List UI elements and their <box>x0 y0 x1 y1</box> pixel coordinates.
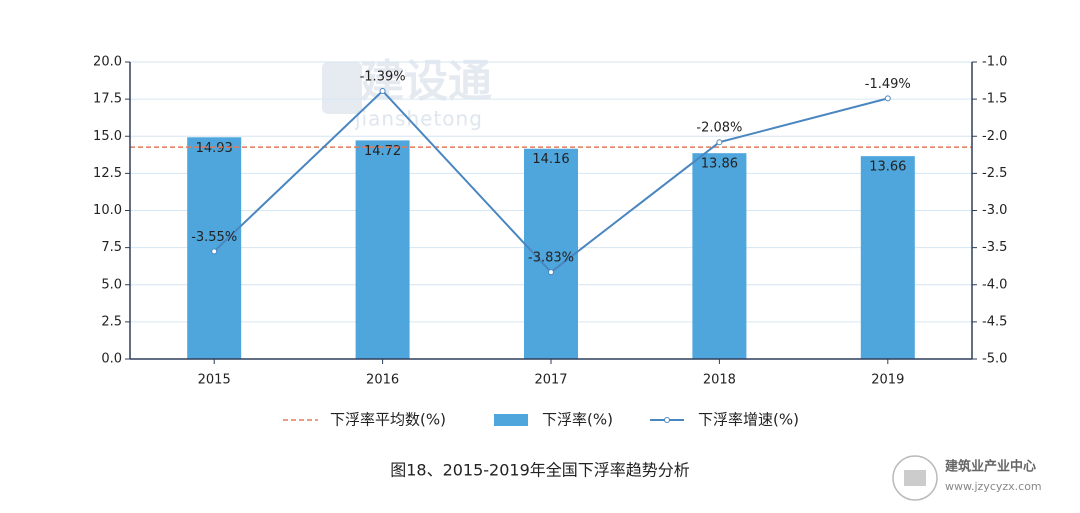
bar <box>187 137 242 359</box>
y2-tick-label: -4.0 <box>982 277 1007 292</box>
legend-label: 下浮率(%) <box>542 411 613 429</box>
watermark: 建设通 <box>360 56 492 107</box>
y2-tick-label: -2.5 <box>982 166 1007 181</box>
bar <box>692 153 747 359</box>
legend-label: 下浮率平均数(%) <box>330 411 446 429</box>
y-tick-label: 5.0 <box>101 277 122 292</box>
y2-tick-label: -1.0 <box>982 55 1007 70</box>
y-tick-label: 7.5 <box>101 240 122 255</box>
x-tick-label: 2015 <box>198 373 231 388</box>
line-point <box>211 248 218 255</box>
line-value-label: -2.08% <box>696 121 742 136</box>
y2-tick-label: -2.0 <box>982 129 1007 144</box>
y2-tick-label: -4.5 <box>982 314 1007 329</box>
y-tick-label: 0.0 <box>101 352 122 367</box>
y2-tick-label: -3.5 <box>982 240 1007 255</box>
bar <box>355 140 410 359</box>
watermark-logo <box>322 62 362 114</box>
bar-value-label: 13.66 <box>869 160 906 175</box>
line-value-label: -1.49% <box>865 77 911 92</box>
logo <box>892 455 938 501</box>
y2-tick-label: -1.5 <box>982 92 1007 107</box>
bar-value-label: 13.86 <box>701 157 738 172</box>
logo <box>904 470 926 486</box>
bar-value-label: 14.72 <box>364 144 401 159</box>
watermark: 建筑业产业中心 <box>945 459 1036 475</box>
y-tick-label: 15.0 <box>93 129 122 144</box>
line-point <box>548 269 554 276</box>
line-point <box>884 95 891 102</box>
line-value-label: -3.55% <box>191 230 237 245</box>
legend-label: 下浮率增速(%) <box>698 411 799 429</box>
watermark: jianshetong <box>354 107 483 131</box>
watermark: www.jzycyzx.com <box>945 480 1042 493</box>
line-point <box>716 139 723 146</box>
line-point <box>379 87 386 94</box>
x-tick-label: 2018 <box>703 373 736 388</box>
y2-tick-label: -5.0 <box>982 352 1007 367</box>
y-tick-label: 20.0 <box>93 55 122 70</box>
line-value-label: -3.83% <box>528 251 574 266</box>
bar-value-label: 14.16 <box>532 152 569 167</box>
legend-swatch <box>494 414 528 426</box>
y2-tick-label: -3.0 <box>982 203 1007 218</box>
line-value-label: -1.39% <box>360 69 406 84</box>
x-tick-label: 2017 <box>534 373 567 388</box>
x-tick-label: 2019 <box>871 373 904 388</box>
legend-swatch <box>664 417 670 423</box>
y-tick-label: 12.5 <box>93 166 122 181</box>
y-tick-label: 17.5 <box>93 92 122 107</box>
x-tick-label: 2016 <box>366 373 399 388</box>
chart-title: 图18、2015-2019年全国下浮率趋势分析 <box>390 461 690 480</box>
y-tick-label: 2.5 <box>101 314 122 329</box>
y-tick-label: 10.0 <box>93 203 122 218</box>
bar-value-label: 14.93 <box>196 141 233 156</box>
bar <box>860 156 915 359</box>
